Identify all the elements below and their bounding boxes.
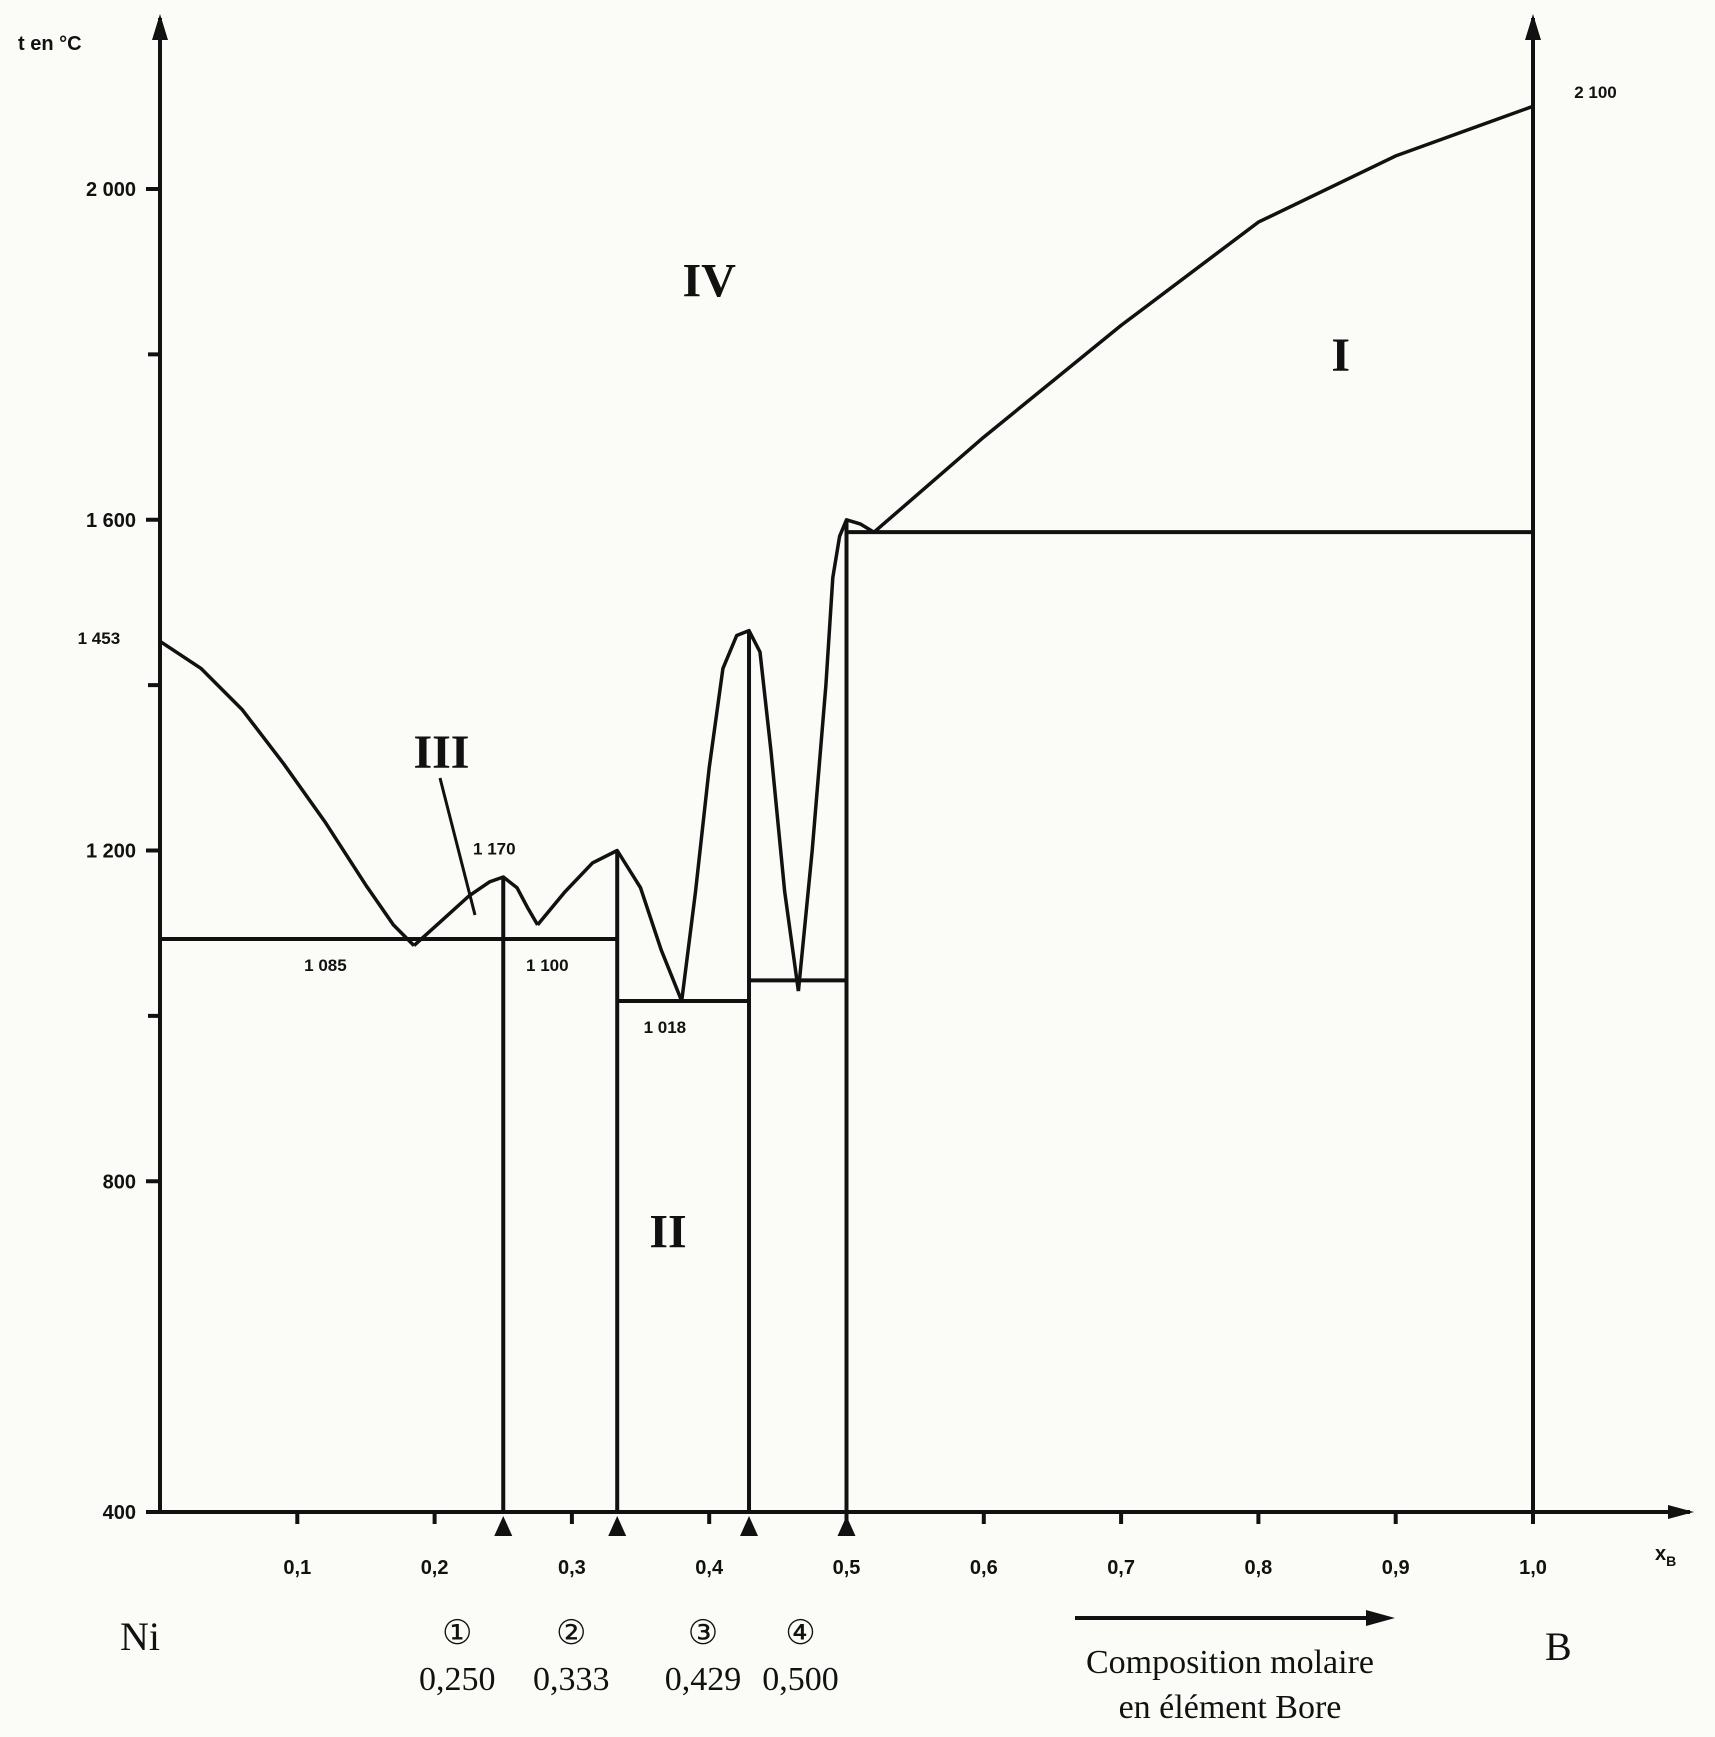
region-label: II bbox=[649, 1205, 686, 1258]
liquidus-curve bbox=[159, 639, 416, 947]
phase-boundaries bbox=[160, 519, 1533, 1536]
y-tick-label: 1 600 bbox=[86, 510, 136, 532]
compound-value: 0,429 bbox=[665, 1661, 742, 1698]
temperature-annotation: 2 100 bbox=[1574, 83, 1617, 102]
temperature-annotation: 1 170 bbox=[473, 840, 516, 859]
labels: t en °C xB 1 085 1 100 1 018 ① 0,250 ② 0,333 ③ 0,4… bbox=[18, 33, 1676, 1726]
y-tick-label: 1 200 bbox=[86, 841, 136, 863]
x-tick-label: 0,9 bbox=[1382, 1557, 1410, 1579]
eutectic-temp-label: 1 085 bbox=[304, 956, 347, 975]
liquidus-curve bbox=[796, 518, 875, 992]
y-tick-label: 400 bbox=[103, 1502, 136, 1524]
eutectic-temp-label: 1 018 bbox=[644, 1018, 687, 1037]
x-axis-arrowhead bbox=[1668, 1505, 1694, 1519]
y-axis-arrowhead bbox=[152, 14, 168, 40]
compound-marker: ③ bbox=[688, 1613, 718, 1653]
b-label: B bbox=[1545, 1624, 1572, 1669]
compound-value: 0,250 bbox=[419, 1661, 496, 1698]
compound-marker: ④ bbox=[785, 1613, 815, 1653]
composition-arrowhead bbox=[1366, 1610, 1395, 1626]
x-tick-label: 0,2 bbox=[421, 1557, 449, 1579]
region-label: III bbox=[413, 726, 469, 779]
compound-arrowhead bbox=[494, 1516, 513, 1536]
x-tick-label: 1,0 bbox=[1519, 1557, 1547, 1579]
liquidus-curve bbox=[536, 848, 684, 1002]
ni-label: Ni bbox=[120, 1614, 160, 1659]
right-axis-arrowhead bbox=[1525, 14, 1541, 40]
x-tick-label: 0,7 bbox=[1107, 1557, 1135, 1579]
eutectic-temp-label: 1 100 bbox=[526, 956, 569, 975]
region-label: I bbox=[1331, 329, 1350, 382]
compound-arrowhead bbox=[740, 1516, 759, 1536]
region-label: IV bbox=[683, 254, 737, 307]
compound-value: 0,333 bbox=[533, 1661, 610, 1698]
compound-marker: ② bbox=[556, 1613, 586, 1653]
x-axis-title: xB bbox=[1655, 1543, 1676, 1569]
axes: 400 800 1 200 1 600 2 000 0,1 0,2 0,3 0,4 0,5 0,6 0… bbox=[86, 14, 1694, 1579]
x-tick-label: 0,1 bbox=[283, 1557, 311, 1579]
liquidus-curve bbox=[872, 104, 1534, 534]
liquidus-curve bbox=[679, 628, 801, 1002]
compound-value: 0,500 bbox=[762, 1661, 839, 1698]
liquidus-curves bbox=[159, 104, 1534, 1002]
composition-caption-line2: en élément Bore bbox=[1119, 1689, 1342, 1726]
x-tick-label: 0,3 bbox=[558, 1557, 586, 1579]
y-axis-title: t en °C bbox=[18, 33, 82, 55]
x-tick-label: 0,5 bbox=[833, 1557, 861, 1579]
x-tick-label: 0,8 bbox=[1244, 1557, 1272, 1579]
y-tick-label: 2 000 bbox=[86, 179, 136, 201]
composition-caption-line1: Composition molaire bbox=[1086, 1644, 1374, 1681]
compound-arrowhead bbox=[608, 1516, 627, 1536]
compound-arrowhead bbox=[837, 1516, 856, 1536]
x-tick-label: 0,6 bbox=[970, 1557, 998, 1579]
y-tick-label: 800 bbox=[103, 1171, 136, 1193]
region-iii-leader bbox=[438, 777, 477, 916]
x-tick-label: 0,4 bbox=[695, 1557, 724, 1579]
temperature-annotation: 1 453 bbox=[78, 629, 121, 648]
liquidus-curve bbox=[412, 875, 540, 947]
compound-marker: ① bbox=[442, 1613, 472, 1653]
